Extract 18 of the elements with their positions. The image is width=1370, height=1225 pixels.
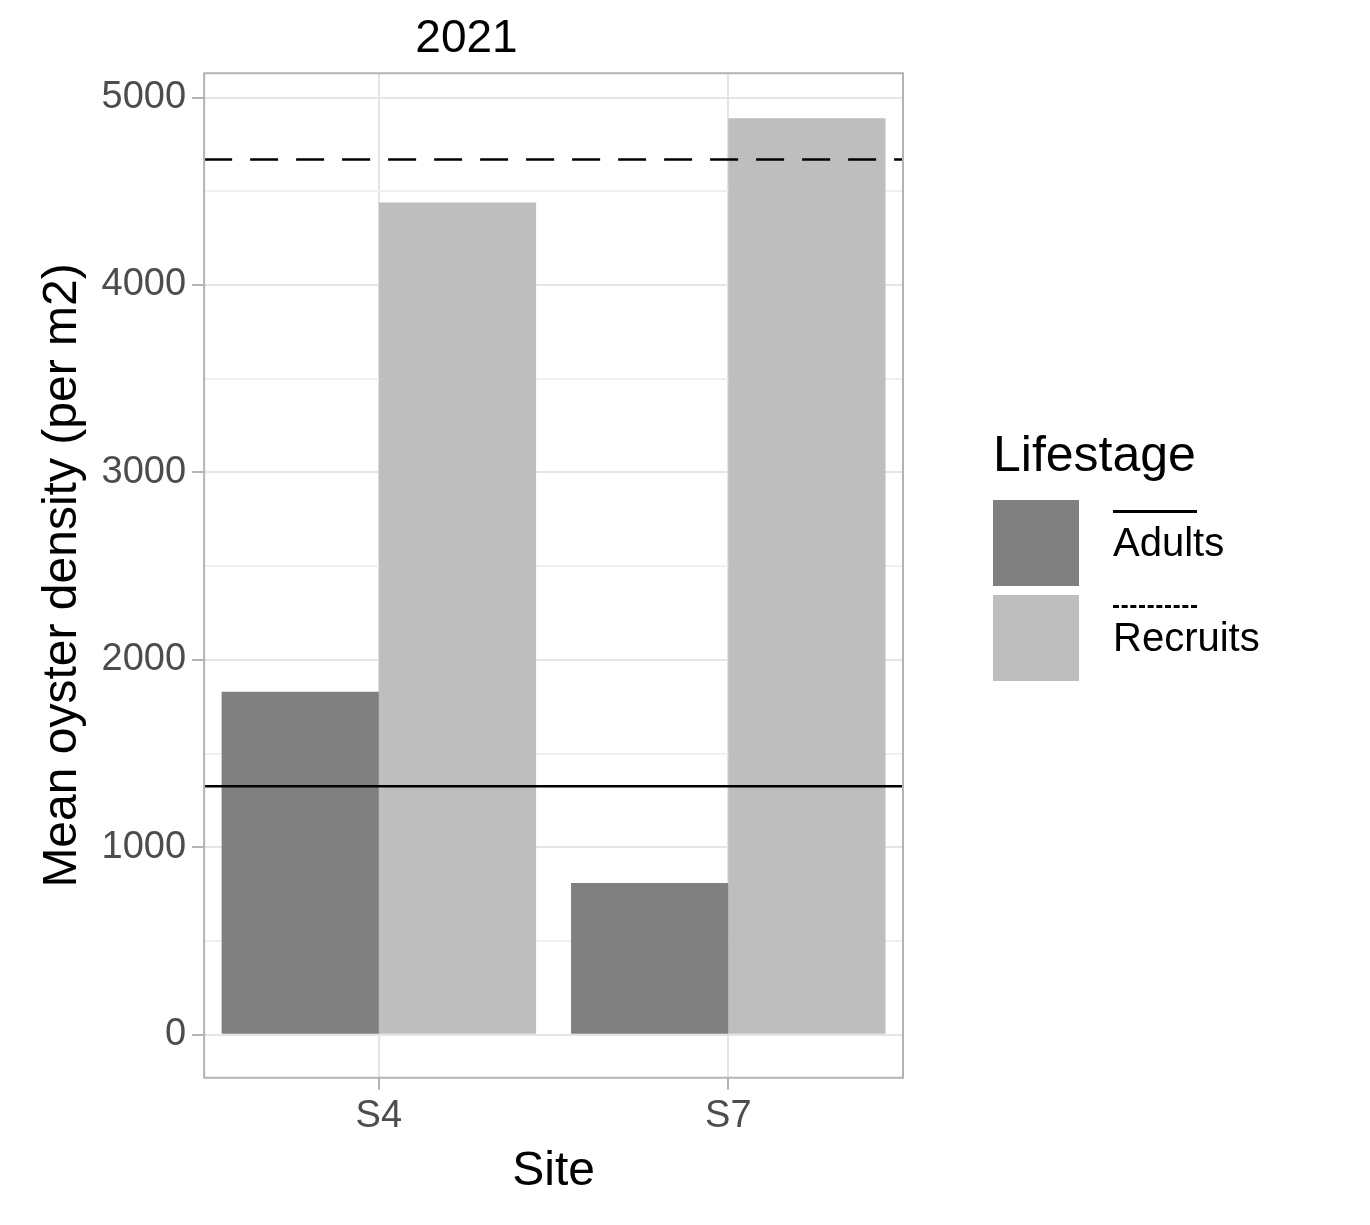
y-tick-label: 4000	[101, 261, 187, 304]
legend-label: Adults	[1113, 520, 1225, 565]
y-tick-label: 2000	[101, 636, 187, 679]
x-tick-label: S4	[355, 1093, 403, 1136]
bar	[378, 202, 537, 1034]
y-tick-label: 1000	[101, 823, 187, 866]
x-tick-label: S7	[705, 1093, 752, 1136]
legend-title: Lifestage	[993, 425, 1197, 483]
y-tick-label: 3000	[101, 448, 187, 491]
y-tick-label: 5000	[101, 74, 187, 117]
bar	[571, 882, 729, 1034]
x-axis-title: Site	[512, 1142, 595, 1196]
chart-title: 2021	[415, 10, 518, 63]
y-axis-title: Mean oyster density (per m2)	[33, 263, 87, 888]
bar	[221, 691, 379, 1034]
legend-label: Recruits	[1113, 615, 1260, 660]
y-tick-label: 0	[164, 1011, 187, 1054]
bar	[728, 118, 886, 1034]
